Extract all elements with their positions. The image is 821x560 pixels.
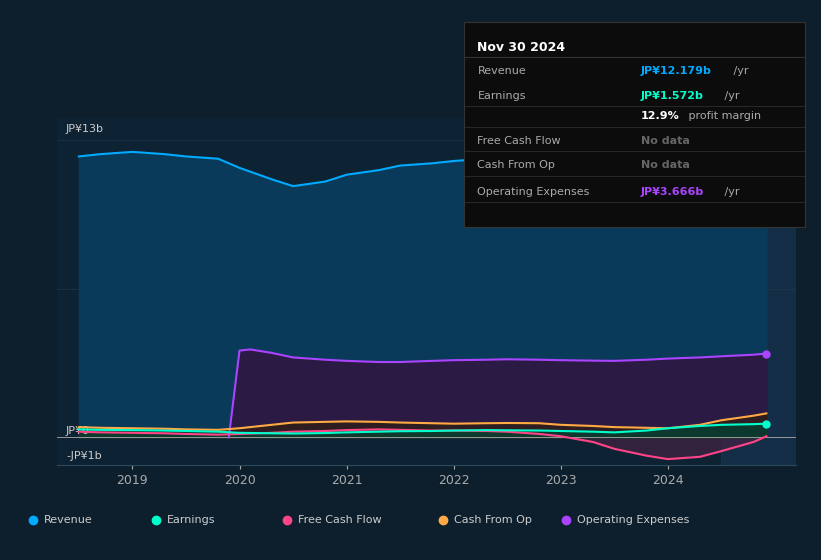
Text: Free Cash Flow: Free Cash Flow [478,136,561,146]
Text: 12.9%: 12.9% [641,111,680,122]
Bar [722,118,796,465]
Text: Nov 30 2024: Nov 30 2024 [478,41,566,54]
Text: Operating Expenses: Operating Expenses [478,187,589,197]
Text: Earnings: Earnings [167,515,215,525]
Text: /yr: /yr [730,67,748,77]
Text: /yr: /yr [721,187,739,197]
Text: JP¥3.666b: JP¥3.666b [641,187,704,197]
Text: Operating Expenses: Operating Expenses [577,515,690,525]
Text: No data: No data [641,136,690,146]
Text: JP¥0: JP¥0 [66,426,90,436]
Text: Cash From Op: Cash From Op [478,161,555,170]
Text: No data: No data [641,161,690,170]
Text: Cash From Op: Cash From Op [454,515,532,525]
Text: JP¥12.179b: JP¥12.179b [641,67,712,77]
Text: JP¥13b: JP¥13b [66,124,104,134]
Text: profit margin: profit margin [686,111,761,122]
Text: Earnings: Earnings [478,91,526,101]
Text: Revenue: Revenue [478,67,526,77]
Text: /yr: /yr [721,91,739,101]
Text: Free Cash Flow: Free Cash Flow [298,515,382,525]
Text: -JP¥1b: -JP¥1b [66,451,102,461]
Text: JP¥1.572b: JP¥1.572b [641,91,704,101]
Text: Revenue: Revenue [44,515,92,525]
